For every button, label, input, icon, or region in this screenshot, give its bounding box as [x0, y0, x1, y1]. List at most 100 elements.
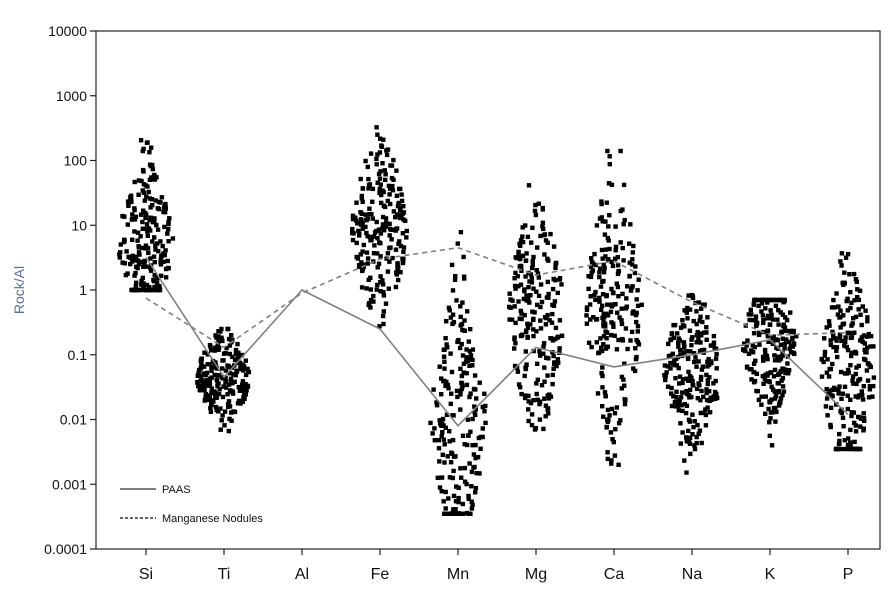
data-point-p [867, 384, 873, 389]
data-point-fe [361, 262, 367, 267]
data-point-ti [202, 387, 207, 393]
data-point-mg [542, 396, 547, 401]
data-point-mg [516, 382, 522, 387]
data-point-mg [522, 312, 527, 318]
data-point-mg [515, 274, 520, 279]
data-point-ca [631, 243, 636, 249]
data-point-mn [453, 274, 458, 279]
series-lines [145, 246, 849, 427]
data-point-k [771, 406, 777, 411]
data-point-si [150, 166, 155, 172]
data-point-na [692, 359, 697, 365]
data-point-na [696, 381, 701, 386]
data-point-mg [529, 422, 535, 428]
data-point-mg [535, 302, 540, 308]
data-point-na [677, 381, 682, 386]
data-point-fe [391, 209, 397, 214]
data-point-p [854, 381, 859, 387]
data-point-mg [530, 309, 535, 314]
data-point-p [850, 330, 855, 336]
data-point-mn [449, 391, 454, 396]
data-point-p [848, 427, 853, 433]
data-point-fe [397, 239, 402, 244]
data-point-ca [609, 461, 614, 466]
data-point-p [843, 255, 849, 260]
data-point-si [135, 238, 140, 243]
data-point-ca [612, 333, 617, 338]
data-point-na [697, 428, 703, 433]
data-point-mn [448, 511, 453, 516]
data-point-mn [471, 465, 476, 470]
data-point-ti [209, 368, 214, 374]
data-point-fe [367, 182, 373, 187]
data-point-ti [235, 356, 241, 361]
data-point-mn [432, 426, 437, 431]
data-point-mg [538, 282, 544, 287]
data-point-k [762, 347, 768, 353]
data-point-k [751, 331, 757, 336]
data-point-fe [401, 210, 407, 215]
data-point-na [696, 300, 702, 305]
data-point-p [839, 251, 845, 256]
data-point-fe [394, 272, 399, 277]
data-point-na [675, 403, 680, 409]
data-point-ca [599, 345, 604, 350]
data-point-mn [461, 370, 466, 375]
data-point-ca [611, 290, 616, 296]
data-point-fe [374, 125, 379, 130]
data-point-fe [378, 169, 383, 174]
data-point-k [778, 396, 784, 401]
data-point-si [149, 175, 154, 180]
data-point-fe [383, 172, 388, 177]
x-tick-label-k: K [765, 566, 776, 583]
data-point-mn [459, 373, 465, 379]
data-point-mg [517, 241, 522, 246]
data-point-mg [531, 398, 536, 403]
data-point-ca [613, 248, 618, 253]
data-point-fe [359, 193, 364, 199]
data-point-si [121, 239, 127, 245]
data-point-mg [544, 315, 549, 321]
data-point-fe [382, 228, 387, 233]
data-point-ti [241, 395, 246, 400]
data-point-ti [195, 380, 200, 385]
data-point-si [147, 150, 152, 155]
data-point-si [144, 194, 149, 199]
data-point-k [769, 397, 774, 402]
data-point-mn [437, 418, 442, 423]
data-point-ca [615, 310, 620, 315]
data-point-na [687, 387, 693, 393]
data-point-mn [459, 321, 465, 327]
data-point-ca [605, 456, 610, 462]
data-point-k [768, 416, 773, 421]
data-point-si [138, 234, 143, 239]
data-point-fe [359, 285, 365, 290]
data-point-ca [612, 453, 618, 458]
y-tick-label: 10 [71, 217, 87, 233]
data-point-si [148, 287, 153, 293]
data-point-mg [522, 394, 528, 400]
data-point-k [775, 317, 780, 322]
data-point-fe [397, 215, 403, 221]
data-point-ti [240, 362, 246, 368]
data-point-mn [447, 439, 452, 444]
data-point-k [782, 346, 787, 351]
data-point-na [713, 378, 718, 384]
data-point-k [769, 312, 774, 317]
data-point-fe [397, 208, 403, 213]
data-point-p [871, 375, 877, 380]
data-point-ca [630, 250, 635, 255]
data-point-mg [555, 357, 560, 362]
data-point-ca [628, 338, 633, 343]
data-point-ti [233, 373, 238, 378]
data-point-p [849, 410, 854, 415]
data-point-ti [208, 409, 214, 414]
data-point-ca [590, 268, 596, 273]
data-point-p [844, 344, 849, 350]
data-point-si [166, 239, 171, 244]
data-point-k [764, 379, 769, 384]
data-point-ca [633, 346, 638, 351]
data-point-mg [520, 234, 525, 239]
data-point-na [694, 386, 700, 391]
data-point-p [852, 420, 857, 426]
